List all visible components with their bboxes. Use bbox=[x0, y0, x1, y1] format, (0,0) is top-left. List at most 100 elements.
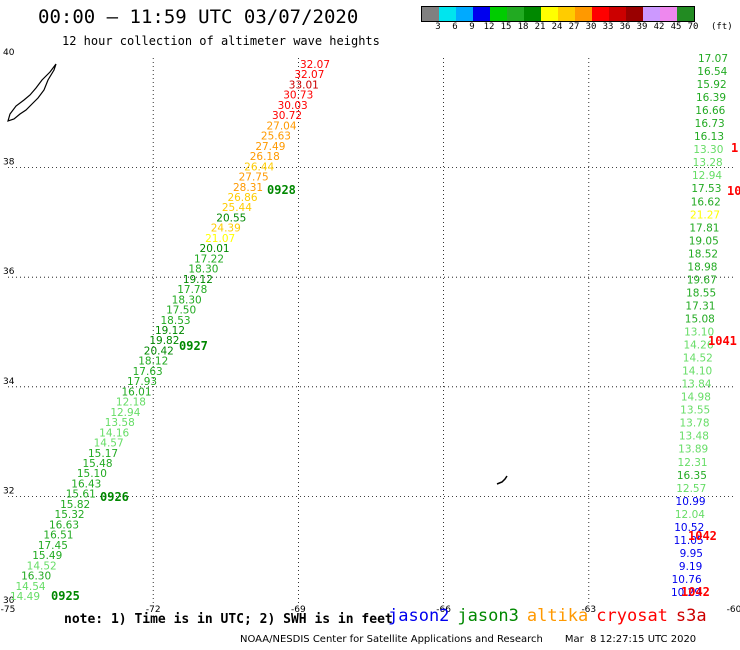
colorbar-swatch bbox=[422, 7, 439, 21]
swh-label: 28.31 bbox=[233, 182, 263, 194]
swh-label: 16.01 bbox=[121, 386, 151, 398]
swh-label: 19.12 bbox=[155, 325, 185, 337]
swh-label: 10.29 bbox=[671, 587, 701, 599]
swh-label: 9.19 bbox=[679, 561, 702, 573]
swh-label: 32.07 bbox=[300, 59, 330, 71]
pass-time-label: 1042 bbox=[681, 585, 710, 599]
swh-label: 30.73 bbox=[283, 90, 313, 102]
swh-label: 15.82 bbox=[60, 499, 90, 511]
colorbar-swatch bbox=[439, 7, 456, 21]
swh-label: 16.73 bbox=[695, 118, 725, 130]
footer-credit: NOAA/NESDIS Center for Satellite Applica… bbox=[240, 634, 543, 645]
swh-label: 19.05 bbox=[689, 235, 719, 247]
colorbar-tick-label: 30 bbox=[585, 22, 597, 32]
colorbar-swatch bbox=[473, 7, 490, 21]
legend-s3a: s3a bbox=[675, 606, 707, 626]
legend-altika: altika bbox=[526, 606, 589, 626]
colorbar-swatch bbox=[677, 7, 694, 21]
swh-label: 10.99 bbox=[676, 496, 706, 508]
colorbar-tick-label: 3 bbox=[435, 22, 441, 32]
colorbar-tick-label: 42 bbox=[653, 22, 665, 32]
colorbar-swatch bbox=[524, 7, 541, 21]
colorbar-swatch bbox=[456, 7, 473, 21]
swh-label: 15.61 bbox=[66, 489, 96, 501]
pass-time-label-partial: 10 bbox=[727, 184, 740, 198]
colorbar-tick-label: 18 bbox=[517, 22, 529, 32]
colorbar-tick-label: 45 bbox=[670, 22, 682, 32]
swh-label: 16.54 bbox=[697, 66, 727, 78]
swh-label: 12.31 bbox=[678, 457, 708, 469]
map-subtitle: 12 hour collection of altimeter wave hei… bbox=[62, 34, 380, 48]
swh-label: 15.49 bbox=[32, 550, 62, 562]
legend-jason3: jason3 bbox=[457, 606, 519, 626]
swh-label: 17.22 bbox=[194, 253, 224, 265]
swh-label: 16.62 bbox=[691, 196, 721, 208]
swh-label: 13.10 bbox=[684, 327, 714, 339]
colorbar-swatch bbox=[490, 7, 507, 21]
swh-label: 24.39 bbox=[211, 223, 241, 235]
pass-time-label: 1042 bbox=[688, 529, 717, 543]
swh-label: 17.45 bbox=[38, 540, 68, 552]
swh-label: 20.42 bbox=[144, 345, 174, 357]
swh-label: 19.67 bbox=[687, 274, 717, 286]
swh-label: 16.13 bbox=[694, 131, 724, 143]
legend-note: note: 1) Time is in UTC; 2) SWH is in fe… bbox=[64, 612, 393, 627]
lon-tick-label: -72 bbox=[146, 605, 161, 615]
swh-label: 14.57 bbox=[94, 438, 124, 450]
swh-label: 12.94 bbox=[692, 170, 722, 182]
colorbar-swatch bbox=[643, 7, 660, 21]
swh-label: 33.01 bbox=[289, 79, 319, 91]
swh-label: 17.50 bbox=[166, 305, 196, 317]
swh-label: 20.55 bbox=[216, 212, 246, 224]
swh-label: 27.04 bbox=[266, 120, 296, 132]
legend-jason2: jason2 bbox=[388, 606, 450, 626]
pass-time-label: 0925 bbox=[51, 589, 80, 603]
swh-label: 12.57 bbox=[676, 483, 706, 495]
swh-label: 15.48 bbox=[82, 458, 112, 470]
swh-label: 14.52 bbox=[27, 560, 57, 572]
swh-label: 30.72 bbox=[272, 110, 302, 122]
colorbar-swatch bbox=[626, 7, 643, 21]
swh-label: 16.30 bbox=[21, 571, 51, 583]
swh-label: 12.04 bbox=[675, 509, 705, 521]
pass-time-label: 0927 bbox=[179, 339, 208, 353]
pass-time-label: 0928 bbox=[267, 183, 296, 197]
swh-label: 18.98 bbox=[687, 261, 717, 273]
colorbar-tick-label: 33 bbox=[602, 22, 614, 32]
swh-label: 27.75 bbox=[239, 172, 269, 184]
swh-label: 16.66 bbox=[695, 105, 725, 117]
lat-tick-label: 30 bbox=[3, 596, 15, 606]
swh-label: 17.31 bbox=[685, 300, 715, 312]
swh-label: 13.78 bbox=[679, 418, 709, 430]
coastline-bermuda bbox=[496, 475, 508, 485]
colorbar-tick-label: 27 bbox=[568, 22, 580, 32]
swh-label: 12.94 bbox=[110, 407, 140, 419]
swh-label: 14.49 bbox=[10, 591, 40, 603]
footer-timestamp: Mar 8 12:27:15 UTC 2020 bbox=[564, 634, 697, 645]
swh-label: 14.26 bbox=[683, 340, 713, 352]
colorbar-tick-label: 39 bbox=[636, 22, 648, 32]
swh-label: 16.35 bbox=[677, 470, 707, 482]
lat-tick-label: 34 bbox=[3, 377, 15, 387]
swh-label: 26.86 bbox=[227, 192, 257, 204]
swh-label: 32.07 bbox=[294, 69, 324, 81]
lon-tick-label: -75 bbox=[1, 605, 16, 615]
swh-label: 14.16 bbox=[99, 427, 129, 439]
colorbar-tick-label: 70 bbox=[687, 22, 699, 32]
swh-label: 17.63 bbox=[133, 366, 163, 378]
swh-label: 19.82 bbox=[149, 335, 179, 347]
swh-label: 18.53 bbox=[161, 315, 191, 327]
lon-tick-label: -69 bbox=[291, 605, 306, 615]
colorbar-tick-label: 9 bbox=[469, 22, 475, 32]
colorbar-swatch bbox=[558, 7, 575, 21]
swh-label: 15.32 bbox=[55, 509, 85, 521]
swh-label: 17.81 bbox=[689, 222, 719, 234]
swh-label: 14.10 bbox=[682, 366, 712, 378]
swh-label: 18.55 bbox=[686, 287, 716, 299]
lon-tick-label: -63 bbox=[581, 605, 596, 615]
swh-label: 13.55 bbox=[680, 405, 710, 417]
lon-tick-label: -66 bbox=[436, 605, 451, 615]
colorbar-unit-label: (ft) bbox=[711, 22, 733, 32]
colorbar-swatch bbox=[541, 7, 558, 21]
colorbar bbox=[421, 6, 695, 22]
